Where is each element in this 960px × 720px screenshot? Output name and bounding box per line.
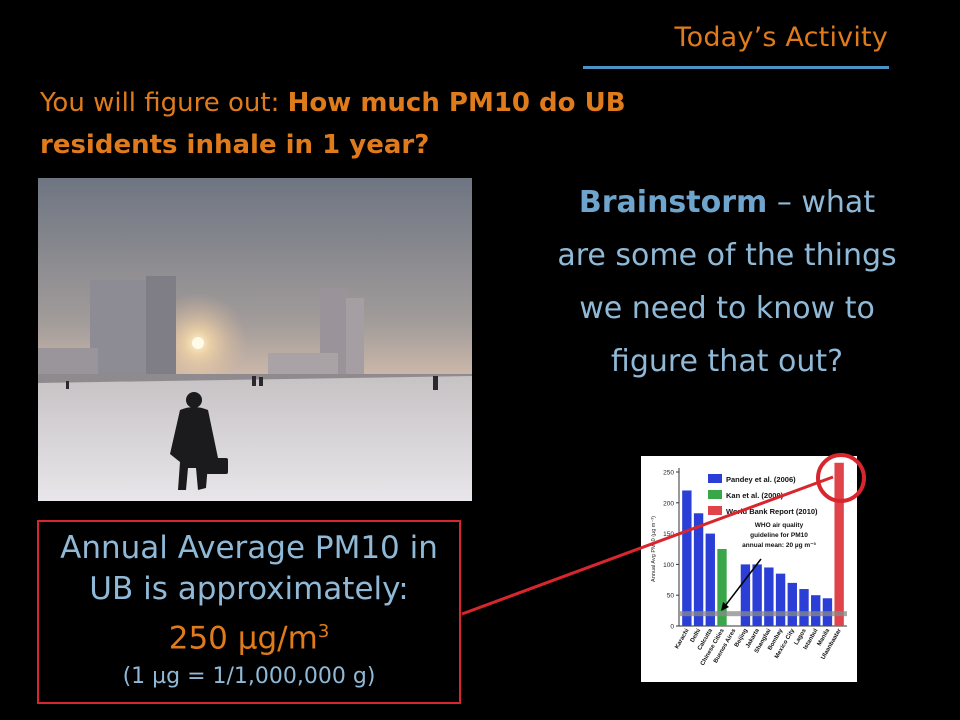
bar <box>799 589 809 626</box>
legend-swatch <box>708 490 722 499</box>
bar <box>682 490 692 626</box>
smog-city-photo <box>38 178 472 501</box>
title-underline <box>583 66 889 69</box>
brainstorm-prompt: Brainstorm – what are some of the things… <box>555 176 899 388</box>
legend-swatch <box>708 474 722 483</box>
legend-label: Pandey et al. (2006) <box>726 475 796 484</box>
brainstorm-question: – what are some of the things we need to… <box>557 185 897 379</box>
annotation-text: WHO air quality <box>755 522 804 529</box>
bar <box>764 567 774 626</box>
intro-prefix: You will figure out: <box>40 88 288 118</box>
legend-label: Kan et al. (2009) <box>726 491 784 500</box>
annotation-text: annual mean: 20 µg m⁻³ <box>742 542 816 549</box>
x-tick-label: Karachi <box>674 628 690 650</box>
intro-question: How much PM10 do UB residents inhale in … <box>40 88 626 160</box>
callout-exponent: 3 <box>317 621 330 642</box>
y-tick-label: 50 <box>667 593 675 600</box>
callout-unit-note: (1 µg = 1/1,000,000 g) <box>122 664 376 690</box>
y-tick-label: 100 <box>663 562 674 569</box>
bar <box>811 595 821 626</box>
legend-label: World Bank Report (2010) <box>726 507 818 516</box>
legend-swatch <box>708 506 722 515</box>
bar <box>787 582 797 626</box>
bar <box>775 573 786 626</box>
annotation-text: guideline for PM10 <box>750 532 808 539</box>
slide-title: Today’s Activity <box>674 22 888 53</box>
y-tick-label: 250 <box>663 470 674 477</box>
bar <box>834 462 844 626</box>
bar <box>693 513 704 626</box>
bar <box>740 564 751 626</box>
y-tick-label: 0 <box>670 624 674 631</box>
brainstorm-label: Brainstorm <box>578 185 768 220</box>
y-tick-label: 200 <box>663 500 674 507</box>
activity-intro: You will figure out: How much PM10 do UB… <box>40 82 740 166</box>
chart-canvas: 0 50 100 150 200 250 Annual Avg PM10 (µg m⁻³) K… <box>651 462 847 667</box>
pm10-city-bar-chart: 0 50 100 150 200 250 Annual Avg PM10 (µg m⁻³) K… <box>641 456 857 682</box>
callout-value: 250 µg/m3 <box>39 610 459 660</box>
bar <box>752 564 762 626</box>
y-tick-label: 150 <box>663 531 674 538</box>
callout-value-text: 250 µg/m <box>168 620 318 657</box>
callout-heading: Annual Average PM10 in UB is approximate… <box>60 530 438 607</box>
y-axis-label: Annual Avg PM10 (µg m⁻³) <box>651 516 657 582</box>
guideline-band <box>680 611 847 617</box>
annual-average-callout: Annual Average PM10 in UB is approximate… <box>37 520 461 704</box>
